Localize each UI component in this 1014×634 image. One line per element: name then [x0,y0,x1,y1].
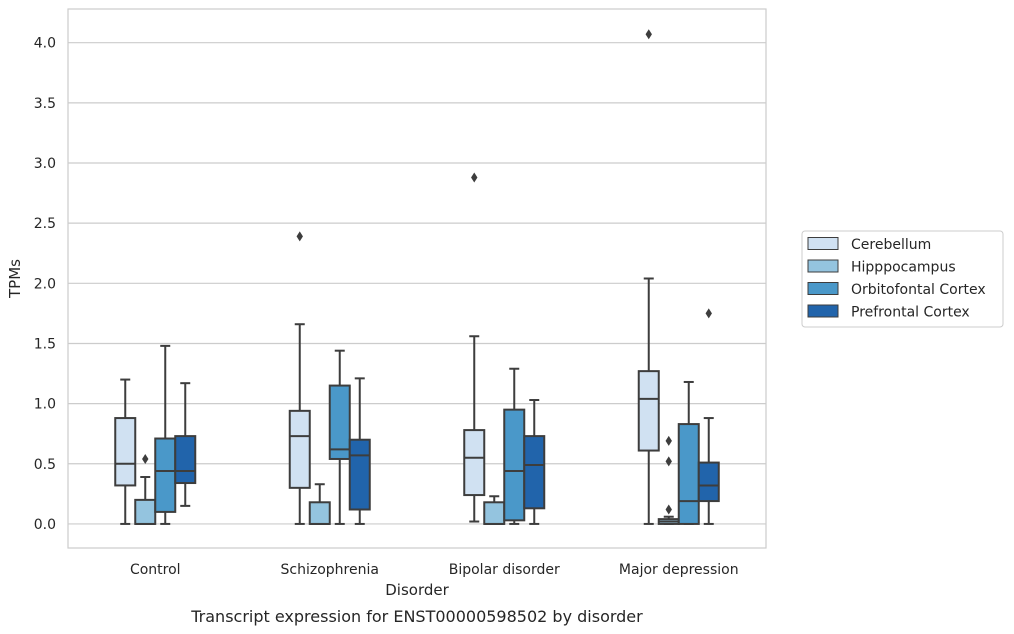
legend-swatch [807,304,839,318]
legend-label: Orbitofontal Cortex [851,282,986,298]
outlier-point [665,435,672,446]
box-body [328,384,351,460]
x-tick-label: Control [130,562,181,578]
box-body [677,423,700,525]
boxes [114,29,720,525]
legend-swatch [807,237,839,250]
y-tick-label: 3.5 [34,96,56,112]
y-tick-label: 2.5 [34,216,56,232]
box [523,399,546,525]
box [463,172,486,523]
y-tick-labels: 0.0 0.5 1.0 1.5 2.0 2.5 3.0 3.5 4.0 [34,36,56,533]
box [697,308,720,525]
box [174,382,197,507]
box-body [174,435,197,485]
box [657,435,680,525]
outlier-point [665,456,672,467]
legend-frame [801,230,1004,328]
box [483,495,506,525]
y-tick-label: 0.0 [34,517,56,533]
box [503,367,526,525]
box [134,453,157,525]
legend: Cerebellum Hipppocampus Orbitofontal Corte… [801,230,1004,328]
y-tick-label: 1.0 [34,397,56,413]
x-tick-label: Schizophrenia [281,562,379,578]
legend-swatch [807,282,839,295]
box [328,349,351,525]
box-body [697,461,720,503]
legend-label: Prefrontal Cortex [851,305,970,321]
box-body [114,417,137,487]
outlier-point [645,29,652,40]
x-axis-label: Disorder [385,581,449,599]
legend-label: Hipppocampus [851,260,956,276]
box-body [348,438,371,511]
y-tick-label: 2.0 [34,276,56,292]
legend-label: Cerebellum [851,237,931,253]
x-tick-label: Major depression [619,562,739,578]
box [154,344,177,525]
box-body [637,370,660,452]
plot-frame [67,8,767,549]
box-body [288,409,311,489]
box-body [308,501,331,525]
outlier-point [296,231,303,242]
chart-caption: Transcript expression for ENST0000059850… [190,607,643,626]
box-body [154,437,177,513]
box [348,377,371,525]
y-tick-label: 4.0 [34,36,56,52]
outlier-point [471,172,478,183]
y-tick-label: 1.5 [34,336,56,352]
box-body [463,429,486,497]
x-tick-labels: Control Schizophrenia Bipolar disorder Majo… [130,562,739,578]
box-body [503,408,526,522]
box-body [483,501,506,525]
box [308,483,331,525]
box [288,231,311,525]
box-body [523,435,546,510]
x-tick-label: Bipolar disorder [449,562,560,578]
outlier-point [705,308,712,319]
outlier-point [142,453,149,464]
legend-swatch [807,259,839,273]
outlier-point [665,504,672,515]
box-body [134,498,157,525]
y-tick-label: 3.0 [34,156,56,172]
y-axis-label: TPMs [6,259,24,299]
y-tick-label: 0.5 [34,457,56,473]
box [114,378,137,525]
box [637,29,660,525]
